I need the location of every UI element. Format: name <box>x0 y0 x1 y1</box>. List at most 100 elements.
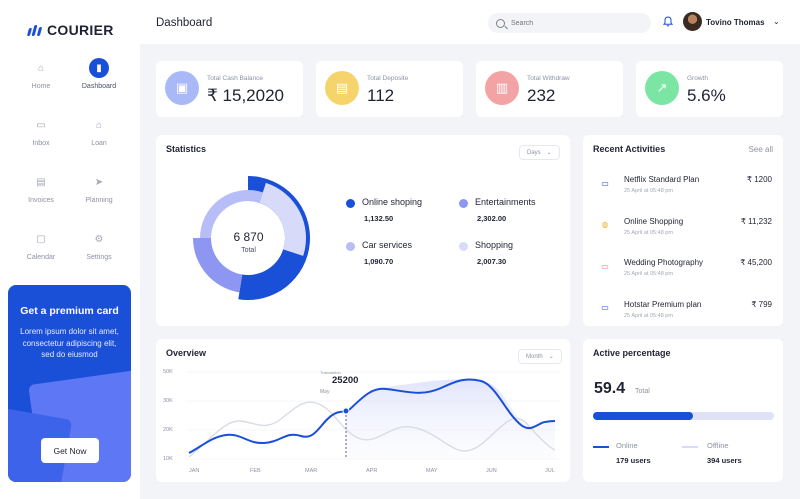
y-axis-tick: 30K <box>163 398 173 404</box>
legend-name: Car services <box>362 240 413 250</box>
logo-icon <box>26 24 43 36</box>
chevron-down-icon[interactable]: ⌄ <box>773 17 780 26</box>
sidebar-item-invoices[interactable]: ▤ Invoices <box>12 172 70 208</box>
offline-legend-swatch <box>682 446 698 448</box>
inbox-icon: ▭ <box>36 119 46 131</box>
highlight-area <box>346 378 555 459</box>
donut-total-label: Total <box>241 247 256 254</box>
days-filter-dropdown[interactable]: Days ⌄ <box>519 145 560 160</box>
user-name[interactable]: Tovino Thomas <box>706 18 765 27</box>
stat-card[interactable]: ▥ Total Withdraw 232 <box>476 61 623 117</box>
active-progress-track <box>593 412 774 420</box>
donut-total-value: 6 870 <box>233 230 264 244</box>
legend-dot <box>346 242 355 251</box>
sidebar-item-home[interactable]: ⌂ Home <box>12 58 70 94</box>
chevron-down-icon: ⌄ <box>546 150 552 156</box>
activity-name: Online Shopping <box>624 216 684 226</box>
active-progress-fill <box>593 412 693 420</box>
activity-item[interactable]: ▭ Wedding Photography 25 April at 05:48 pm… <box>583 246 780 287</box>
sidebar-item-calendar[interactable]: ▢ Calendar <box>12 229 70 265</box>
sidebar-item-label: Loan <box>91 140 107 147</box>
sidebar-nav: ⌂ Home ▮ Dashboard ▭ Inbox ⌂ Loan ▤ Invoices ➤ Plan… <box>12 58 128 265</box>
online-series-line <box>188 378 556 454</box>
sidebar-item-label: Invoices <box>28 197 54 204</box>
legend-value: 2,007.30 <box>477 257 507 266</box>
x-axis-tick: APR <box>366 468 378 474</box>
x-axis-tick: MAR <box>305 468 318 474</box>
promo-title: Get a premium card <box>20 305 119 317</box>
wallet-icon: ▣ <box>165 71 199 105</box>
sidebar-item-loan[interactable]: ⌂ Loan <box>70 115 128 151</box>
stat-card[interactable]: ▣ Total Cash Balance ₹ 15,2020 <box>156 61 303 117</box>
donut-segment-shopping[interactable] <box>259 182 306 256</box>
sidebar-item-settings[interactable]: ⚙ Settings <box>70 229 128 265</box>
legend-dot <box>459 199 468 208</box>
sidebar-item-label: Settings <box>86 254 112 261</box>
search-icon <box>496 18 505 28</box>
y-axis-tick: 50K <box>163 369 173 375</box>
donut-segment-entertainments[interactable] <box>193 238 243 293</box>
premium-card-promo: Get a premium card Lorem ipsum dolor sit… <box>8 285 131 482</box>
x-axis-tick: MAY <box>426 468 438 474</box>
home-icon: ⌂ <box>37 62 45 74</box>
days-filter-label: Days <box>527 149 541 156</box>
activity-date: 25 April at 05:48 pm <box>624 188 673 194</box>
month-filter-dropdown[interactable]: Month ⌄ <box>518 349 562 364</box>
active-percentage-card: Active percentage 59.4 Total Online 179 … <box>583 339 783 482</box>
search-input[interactable] <box>511 19 631 27</box>
stat-card[interactable]: ▤ Total Deposite 112 <box>316 61 463 117</box>
activity-amount: ₹ 45,200 <box>740 258 772 267</box>
active-percentage-title: Active percentage <box>593 348 671 358</box>
get-now-button[interactable]: Get Now <box>41 438 99 463</box>
see-all-link[interactable]: See all <box>748 145 773 154</box>
sidebar-item-planning[interactable]: ➤ Planning <box>70 172 128 208</box>
legend-name: Shopping <box>475 240 514 250</box>
activity-item[interactable]: ◍ Online Shopping 25 April at 05:48 pm ₹ 11… <box>583 205 780 246</box>
online-value: 179 users <box>616 456 651 465</box>
activity-name: Wedding Photography <box>624 258 704 267</box>
search-box[interactable] <box>488 13 651 33</box>
stat-value: 232 <box>527 86 556 105</box>
bell-icon[interactable] <box>662 16 674 27</box>
sidebar-item-label: Planning <box>85 197 113 204</box>
camera-icon: ▭ <box>601 261 609 271</box>
sidebar-item-label: Home <box>31 83 51 90</box>
x-axis-tick: JUL <box>545 468 555 474</box>
overview-line-chart <box>186 371 560 460</box>
legend-value: 2,302.00 <box>477 214 507 223</box>
gear-icon: ⚙ <box>94 233 104 245</box>
sidebar-item-dashboard[interactable]: ▮ Dashboard <box>70 58 128 94</box>
avatar[interactable] <box>683 12 702 31</box>
legend-dot <box>346 199 355 208</box>
brand-name: COURIER <box>47 22 114 38</box>
promo-description: Lorem ipsum dolor sit amet, consectetur … <box>20 327 119 359</box>
brand-logo[interactable]: COURIER <box>26 22 114 38</box>
tv-icon: ▭ <box>601 178 609 188</box>
offline-label: Offline <box>707 441 729 450</box>
page-title: Dashboard <box>156 17 213 29</box>
activity-item[interactable]: ▭ Netflix Standard Plan 25 April at 05:48 … <box>583 163 780 204</box>
x-axis-tick: JUN <box>486 468 497 474</box>
tooltip-point[interactable] <box>342 407 350 415</box>
donut-segment-car-services[interactable] <box>200 189 263 238</box>
activity-date: 25 April at 05:48 pm <box>624 312 673 319</box>
activity-amount: ₹ 799 <box>751 299 772 309</box>
sidebar-item-inbox[interactable]: ▭ Inbox <box>12 115 70 151</box>
stat-label: Total Withdraw <box>527 75 570 82</box>
y-axis-tick: 10K <box>163 456 173 462</box>
activity-item[interactable]: ▭ Hotstar Premium plan 25 April at 05:48 p… <box>583 288 780 329</box>
offline-value: 394 users <box>707 456 742 465</box>
overview-card: Overview Month ⌄ Transaction 25200 May 5… <box>156 339 570 482</box>
overview-title: Overview <box>166 348 207 358</box>
online-legend-swatch <box>593 446 609 448</box>
bank-icon: ⌂ <box>95 119 103 131</box>
send-icon: ➤ <box>94 176 104 188</box>
calendar-icon: ▢ <box>36 233 46 245</box>
offline-series-line <box>188 401 556 458</box>
tv-icon: ▭ <box>601 303 609 312</box>
sidebar-item-label: Inbox <box>32 140 50 147</box>
stat-card[interactable]: ↗ Growth 5.6% <box>636 61 783 117</box>
invoice-icon: ▤ <box>36 176 46 188</box>
activity-date: 25 April at 05:48 pm <box>624 271 673 277</box>
stat-label: Total Cash Balance <box>207 75 264 82</box>
